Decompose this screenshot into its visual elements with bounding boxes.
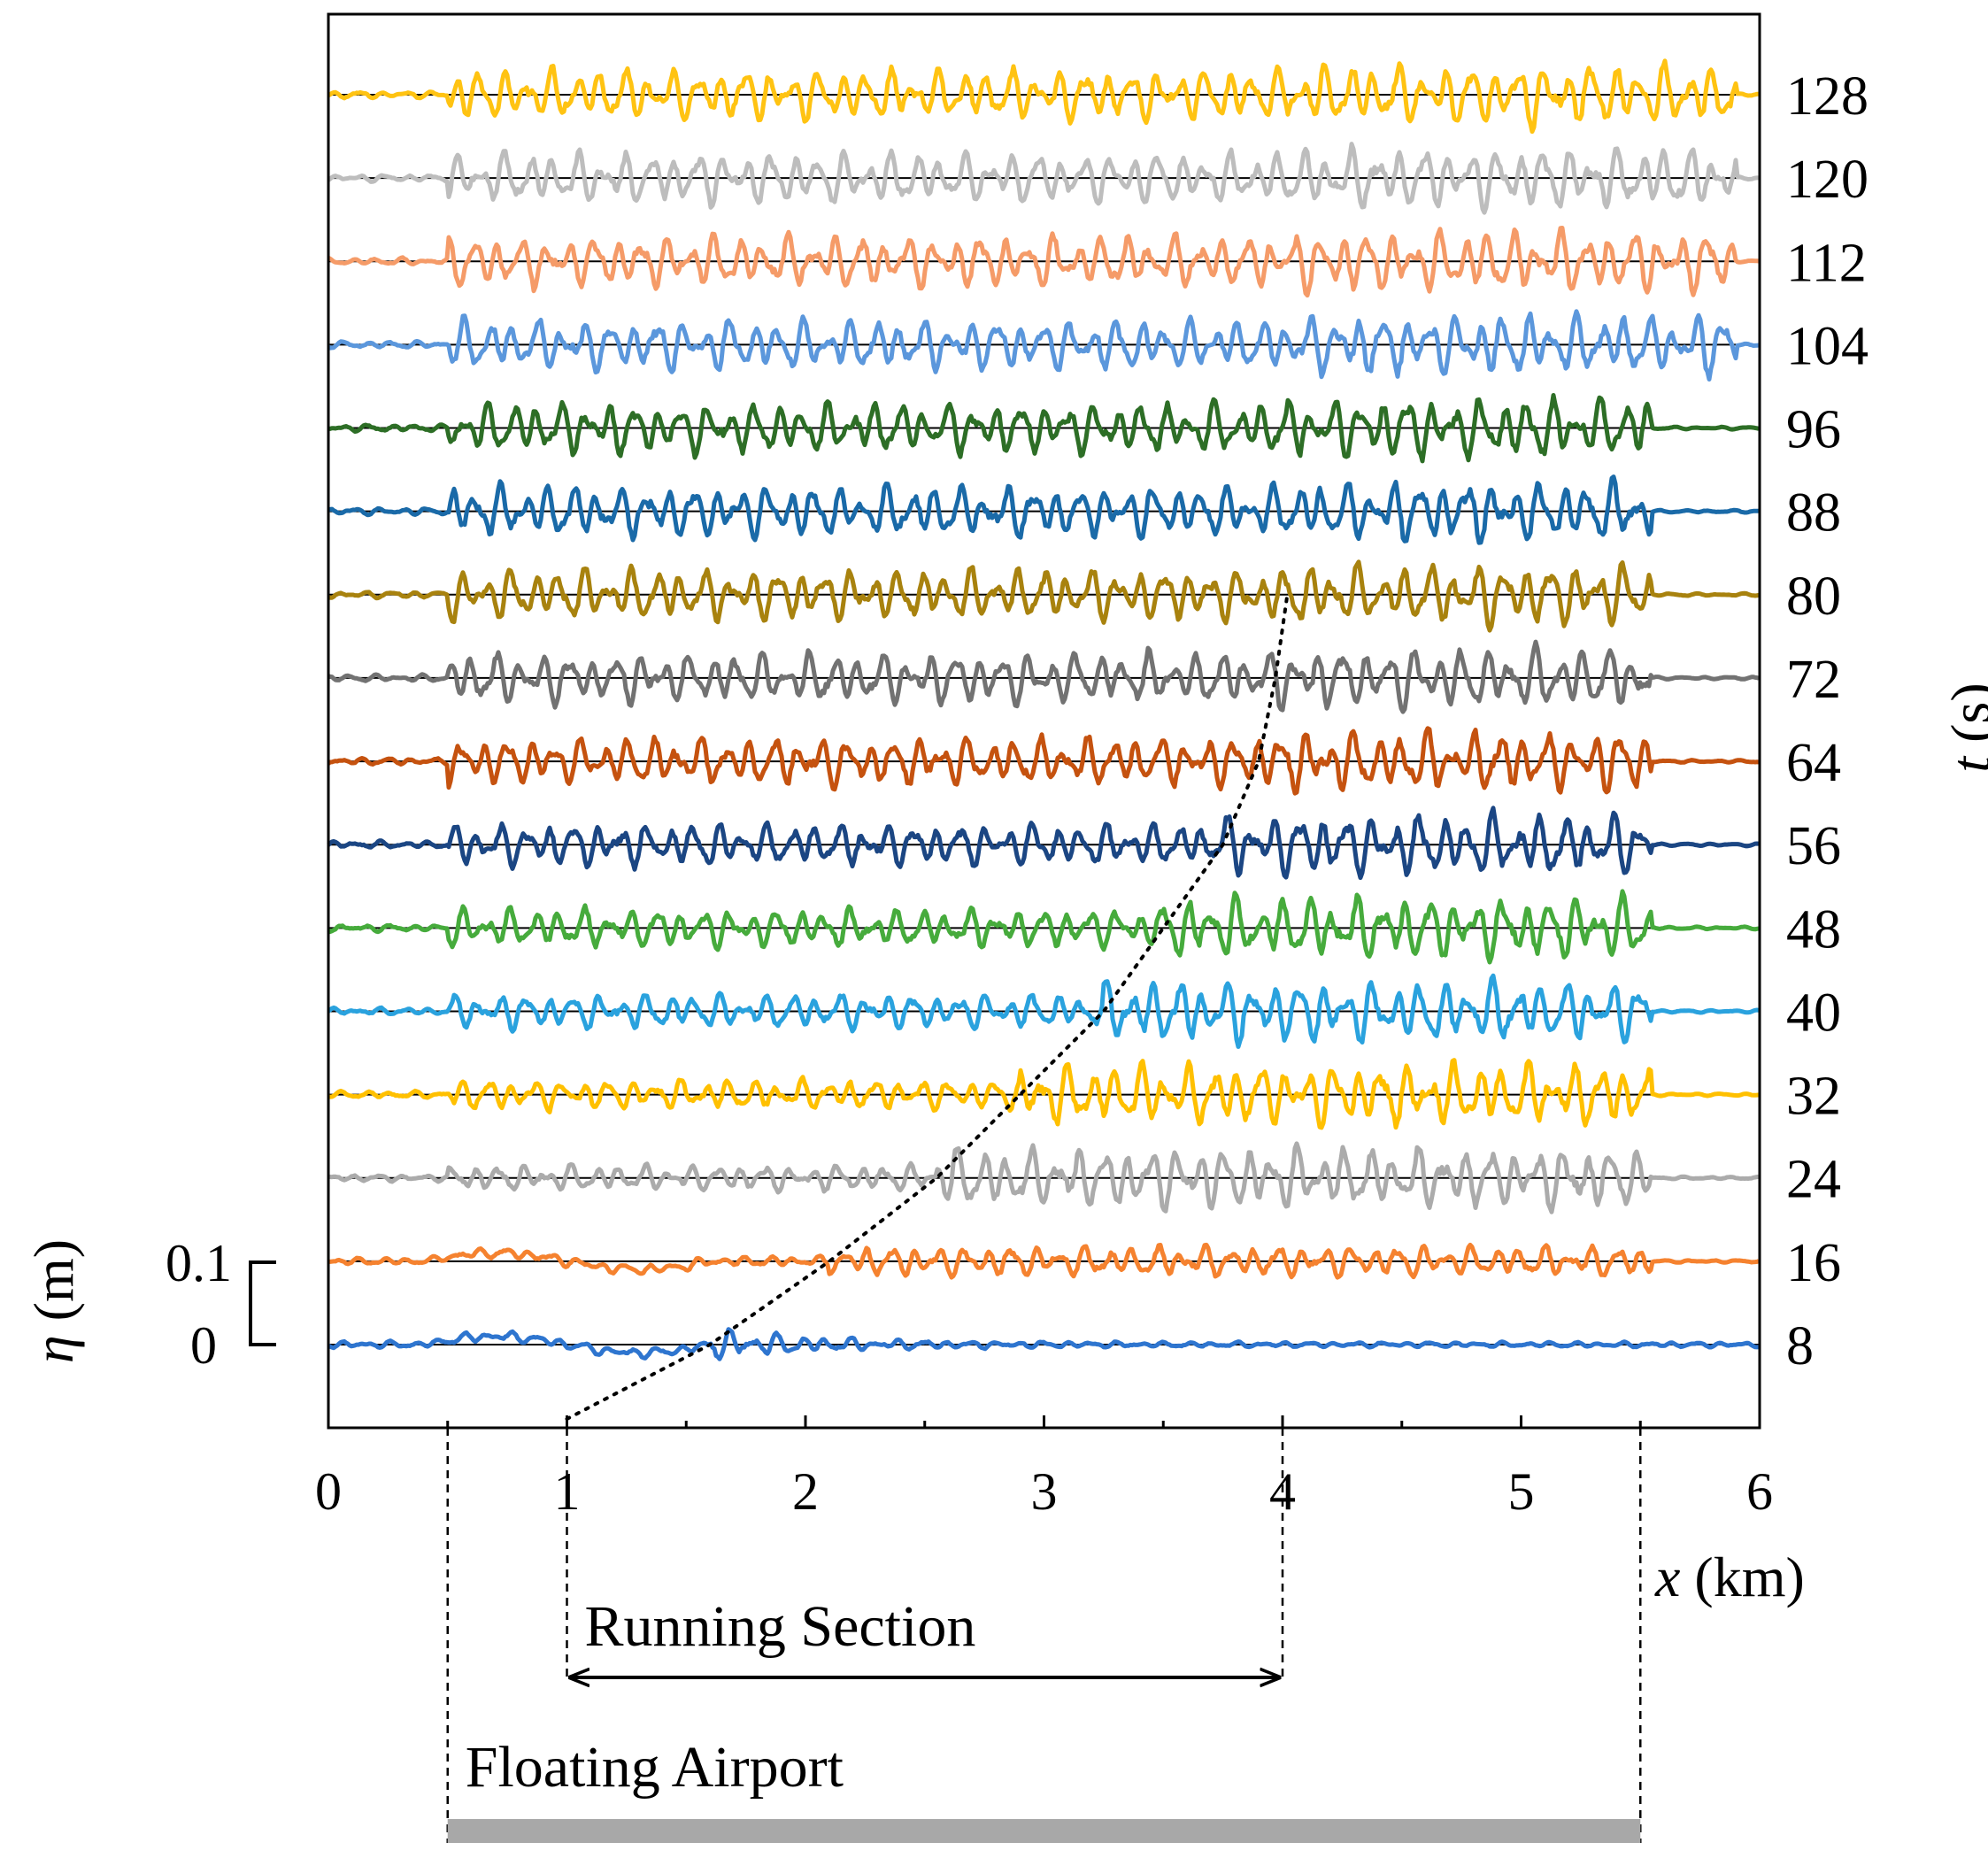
time-label-72: 72 [1786, 650, 1841, 710]
x-tick-label: 2 [792, 1462, 819, 1521]
series-40-trace [327, 973, 1760, 1049]
series-128-trace [327, 58, 1760, 135]
x-axis-ticks [327, 1415, 1761, 1428]
right-axis-title: t (s) [1939, 682, 1988, 772]
scale-bar-top-label: 0.1 [166, 1234, 232, 1292]
time-label-24: 24 [1786, 1150, 1841, 1210]
time-label-16: 16 [1786, 1233, 1841, 1293]
time-label-104: 104 [1786, 316, 1869, 376]
x-tick-label: 5 [1508, 1462, 1535, 1521]
series-8-trace [327, 1327, 1760, 1361]
time-label-48: 48 [1786, 899, 1841, 960]
series-32-trace [327, 1058, 1760, 1130]
series-24-trace [327, 1141, 1760, 1214]
time-label-40: 40 [1786, 983, 1841, 1043]
floating-airport-bar [447, 1819, 1641, 1843]
x-axis-title: x (km) [1654, 1546, 1805, 1608]
series-64-trace [327, 726, 1760, 796]
time-label-128: 128 [1786, 66, 1869, 127]
time-labels: 8 16 24 32 40 48 56 64 72 80 88 96 104 112 120 128 [1786, 66, 1869, 1376]
floating-airport-label: Floating Airport [466, 1735, 844, 1800]
y-axis-title: η (m) [22, 1239, 85, 1363]
annotations: Running Section Floating Airport [446, 1428, 1642, 1843]
x-tick-label: 3 [1031, 1462, 1058, 1521]
series-112-trace [327, 226, 1760, 298]
series-16-trace [327, 1242, 1760, 1280]
x-tick-label: 0 [315, 1462, 342, 1521]
time-label-88: 88 [1786, 483, 1841, 544]
series-48-trace [327, 889, 1760, 965]
series-88-trace [327, 474, 1760, 545]
time-label-56: 56 [1786, 816, 1841, 876]
time-label-120: 120 [1786, 150, 1869, 210]
time-label-32: 32 [1786, 1067, 1841, 1127]
series-56-trace [327, 806, 1760, 881]
series-96-trace [327, 393, 1760, 464]
time-label-8: 8 [1786, 1316, 1814, 1376]
scale-bar-bottom-label: 0 [190, 1316, 217, 1375]
time-label-96: 96 [1786, 400, 1841, 460]
time-label-64: 64 [1786, 733, 1841, 793]
series-72-trace [327, 639, 1760, 714]
series-120-trace [327, 142, 1760, 215]
x-tick-label: 6 [1746, 1462, 1773, 1521]
wave-front-dotted-line [565, 592, 1290, 1421]
time-label-80: 80 [1786, 567, 1841, 627]
scale-bar [249, 1261, 276, 1346]
series-104-trace [327, 309, 1760, 382]
series-80-trace [327, 559, 1760, 633]
running-section-label: Running Section [585, 1594, 976, 1659]
time-label-112: 112 [1786, 233, 1867, 293]
series-traces [327, 58, 1760, 1361]
